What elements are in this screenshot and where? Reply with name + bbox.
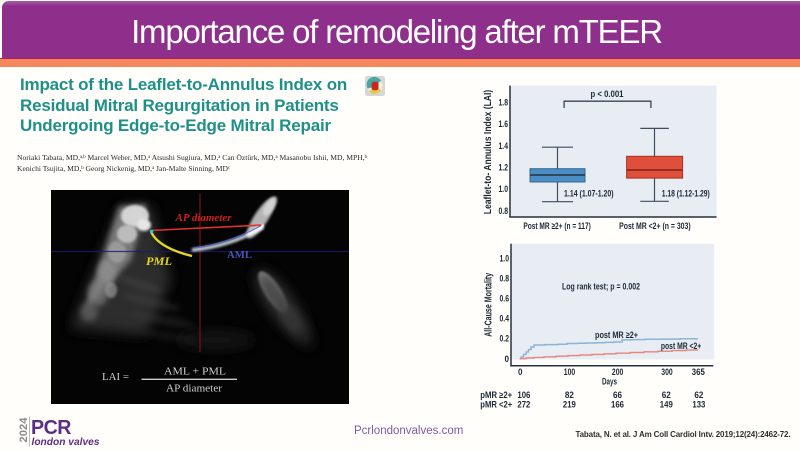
svg-text:post MR ≥2+: post MR ≥2+ bbox=[595, 330, 638, 340]
svg-text:Post MR <2+ (n = 303): Post MR <2+ (n = 303) bbox=[619, 220, 691, 231]
svg-text:106: 106 bbox=[517, 390, 530, 400]
svg-text:Log rank test; p = 0.002: Log rank test; p = 0.002 bbox=[562, 282, 640, 292]
svg-text:Leaflet-to- Annulus Index (LAI: Leaflet-to- Annulus Index (LAI) bbox=[483, 90, 494, 215]
svg-text:All-Cause Mortality: All-Cause Mortality bbox=[484, 272, 495, 336]
svg-text:0.2: 0.2 bbox=[500, 334, 510, 344]
svg-text:1.0: 1.0 bbox=[500, 254, 510, 264]
svg-text:365: 365 bbox=[692, 367, 705, 377]
svg-text:1.18 (1.12-1.29): 1.18 (1.12-1.29) bbox=[662, 188, 710, 198]
svg-text:62: 62 bbox=[662, 390, 671, 400]
svg-text:300: 300 bbox=[661, 367, 672, 377]
svg-text:0.8: 0.8 bbox=[499, 206, 509, 216]
svg-text:2024: 2024 bbox=[18, 417, 30, 443]
svg-text:PCR: PCR bbox=[31, 416, 72, 439]
svg-text:100: 100 bbox=[564, 367, 575, 377]
svg-text:Days: Days bbox=[602, 377, 617, 387]
svg-text:1.8: 1.8 bbox=[499, 98, 509, 108]
svg-text:AML: AML bbox=[227, 249, 252, 261]
svg-text:272: 272 bbox=[517, 399, 530, 409]
svg-text:66: 66 bbox=[613, 390, 622, 400]
svg-text:0: 0 bbox=[505, 354, 510, 364]
svg-text:0.4: 0.4 bbox=[500, 314, 510, 324]
svg-text:0.8: 0.8 bbox=[500, 274, 510, 284]
svg-text:133: 133 bbox=[692, 399, 705, 409]
svg-text:166: 166 bbox=[611, 399, 624, 409]
svg-text:62: 62 bbox=[694, 390, 703, 400]
svg-text:london valves: london valves bbox=[32, 437, 100, 448]
svg-text:AP diameter: AP diameter bbox=[166, 383, 222, 395]
svg-text:1.2: 1.2 bbox=[499, 163, 509, 173]
svg-text:149: 149 bbox=[660, 399, 673, 409]
svg-text:200: 200 bbox=[612, 367, 623, 377]
svg-text:1.0: 1.0 bbox=[499, 184, 509, 194]
svg-text:AML + PML: AML + PML bbox=[164, 366, 226, 378]
svg-text:p < 0.001: p < 0.001 bbox=[591, 89, 624, 99]
svg-text:pMR <2+: pMR <2+ bbox=[480, 399, 512, 409]
svg-text:PML: PML bbox=[146, 254, 172, 268]
svg-text:1.6: 1.6 bbox=[499, 119, 509, 129]
svg-text:1.4: 1.4 bbox=[499, 141, 509, 151]
svg-text:pMR ≥2+: pMR ≥2+ bbox=[480, 390, 512, 400]
svg-text:219: 219 bbox=[563, 399, 576, 409]
svg-text:0: 0 bbox=[518, 367, 523, 377]
svg-text:82: 82 bbox=[565, 390, 574, 400]
svg-text:0.6: 0.6 bbox=[500, 294, 510, 304]
svg-text:LAI =: LAI = bbox=[102, 371, 129, 383]
svg-text:post MR <2+: post MR <2+ bbox=[661, 341, 702, 351]
svg-text:AP diameter: AP diameter bbox=[175, 212, 233, 224]
svg-text:Post MR ≥2+ (n = 117): Post MR ≥2+ (n = 117) bbox=[523, 220, 590, 231]
svg-text:1.14 (1.07-1.20): 1.14 (1.07-1.20) bbox=[564, 188, 614, 198]
